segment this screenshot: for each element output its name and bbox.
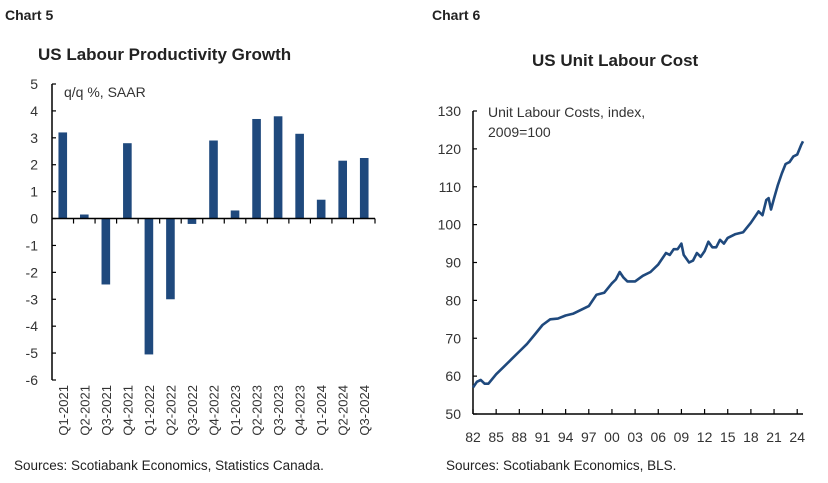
x-tick-label: Q2-2022 — [163, 385, 178, 436]
y-tick-label: -2 — [26, 264, 39, 280]
y-tick-label: 110 — [439, 179, 462, 195]
bar — [144, 218, 154, 355]
x-tick-label: 06 — [650, 429, 666, 445]
bar — [79, 214, 89, 219]
x-tick-label: 03 — [627, 429, 643, 445]
x-tick-label: 12 — [697, 429, 713, 445]
bar — [316, 199, 326, 219]
y-tick-label: 50 — [445, 406, 461, 422]
chart5-number: Chart 5 — [5, 7, 54, 23]
x-tick-label: 85 — [488, 429, 504, 445]
bar — [187, 218, 197, 224]
y-tick-label: 2 — [30, 157, 38, 173]
bar — [252, 118, 261, 219]
y-tick-label: 4 — [30, 103, 38, 119]
y-tick-label: 120 — [438, 141, 462, 157]
y-tick-label: -1 — [26, 237, 39, 253]
x-tick-label: 00 — [604, 429, 620, 445]
x-tick-label: 09 — [674, 429, 690, 445]
bar — [295, 133, 304, 219]
y-tick-label: -5 — [26, 345, 39, 361]
chart5-title: US Labour Productivity Growth — [38, 45, 292, 64]
x-tick-label: 94 — [558, 429, 574, 445]
bar — [123, 143, 132, 219]
ulc-line — [471, 140, 805, 389]
x-tick-label: Q2-2021 — [77, 385, 92, 436]
x-tick-label: 15 — [720, 429, 736, 445]
bar — [58, 132, 68, 219]
y-tick-label: 100 — [438, 217, 462, 233]
y-tick-label: 130 — [438, 103, 462, 119]
chart6-source: Sources: Scotiabank Economics, BLS. — [446, 458, 677, 473]
x-tick-label: 82 — [465, 429, 481, 445]
y-tick-label: -3 — [26, 291, 39, 307]
x-tick-label: Q3-2024 — [357, 385, 372, 436]
x-tick-label: Q3-2021 — [99, 385, 114, 436]
bar — [209, 140, 218, 219]
x-tick-label: Q1-2022 — [142, 385, 157, 436]
x-tick-label: Q1-2023 — [228, 385, 243, 436]
y-tick-label: 80 — [445, 292, 461, 308]
x-tick-label: Q2-2023 — [250, 385, 265, 436]
y-axis-label: Unit Labour Costs, index, — [488, 104, 645, 120]
bar — [359, 158, 369, 219]
x-tick-label: 91 — [535, 429, 551, 445]
chart6-number: Chart 6 — [432, 7, 481, 23]
x-tick-label: Q4-2021 — [120, 385, 135, 436]
y-axis-label: q/q %, SAAR — [64, 84, 146, 100]
chart6-title: US Unit Labour Cost — [532, 51, 699, 70]
y-tick-label: -6 — [26, 372, 39, 388]
y-tick-label: 5 — [30, 76, 38, 92]
bar — [101, 218, 111, 285]
x-tick-label: 21 — [766, 429, 782, 445]
x-tick-label: Q1-2024 — [314, 385, 329, 436]
x-tick-label: Q3-2022 — [185, 385, 200, 436]
x-tick-label: 97 — [581, 429, 597, 445]
y-tick-label: 70 — [445, 330, 461, 346]
x-tick-label: Q2-2024 — [336, 385, 351, 436]
x-tick-label: 88 — [512, 429, 528, 445]
x-tick-label: Q1-2021 — [56, 385, 71, 436]
y-tick-label: 3 — [30, 130, 38, 146]
chart5-source: Sources: Scotiabank Economics, Statistic… — [14, 458, 324, 473]
bar — [338, 160, 348, 219]
x-tick-label: Q4-2023 — [293, 385, 308, 436]
y-tick-label: -4 — [26, 318, 39, 334]
chart5-plot: 5 4 3 2 1 0 -1 -2 -3 -4 -5 -6 Q1-2021 Q2-2021 Q3-2021 Q… — [26, 76, 376, 436]
y-tick-label: 60 — [445, 368, 461, 384]
bar — [230, 210, 240, 219]
x-tick-label: Q3-2023 — [271, 385, 286, 436]
y-tick-label: 90 — [445, 255, 461, 271]
bar — [273, 116, 283, 219]
x-tick-label: 24 — [789, 429, 805, 445]
y-axis-label: 2009=100 — [488, 124, 551, 140]
x-tick-label: 18 — [743, 429, 759, 445]
y-tick-label: 1 — [30, 184, 38, 200]
y-tick-label: 0 — [30, 211, 38, 227]
bar — [166, 218, 175, 300]
x-tick-label: Q4-2022 — [207, 385, 222, 436]
